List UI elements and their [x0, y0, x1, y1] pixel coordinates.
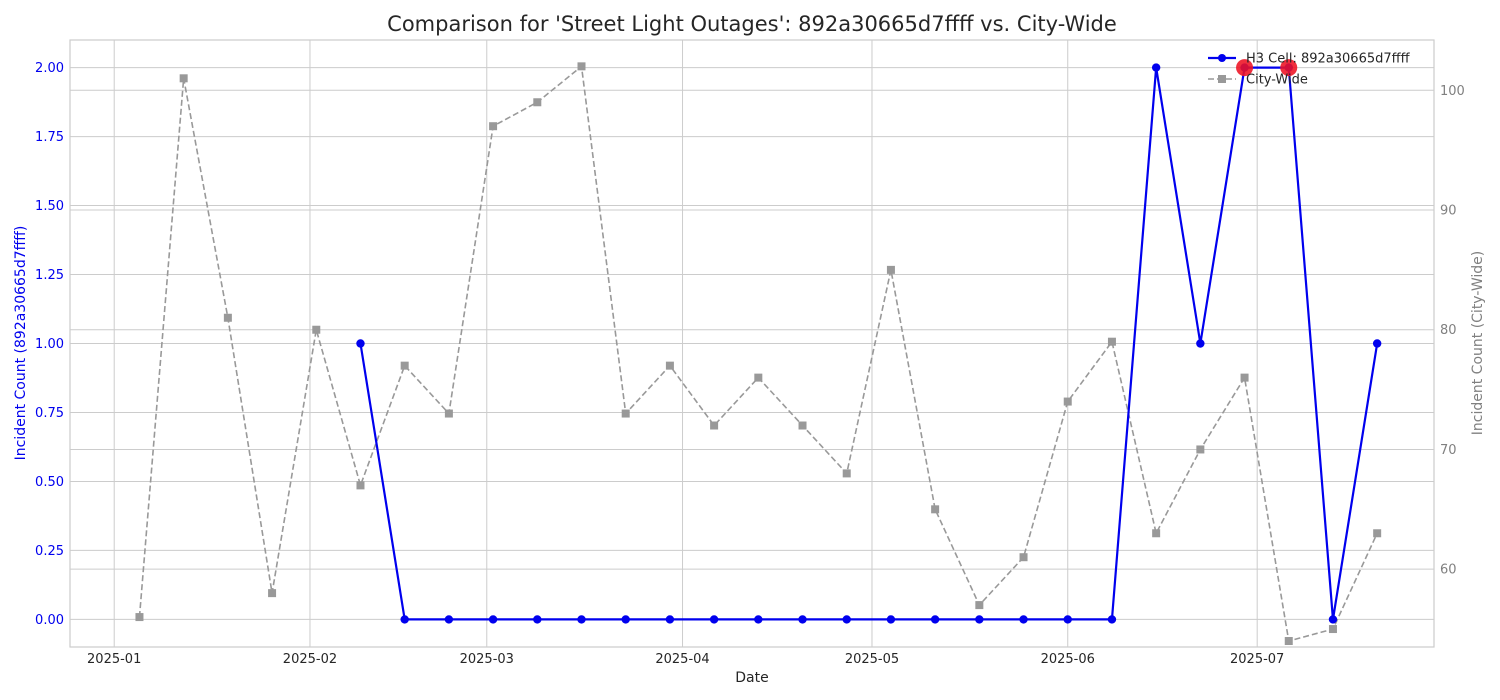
x-axis-label: Date [735, 670, 768, 686]
h3-cell-point [1328, 615, 1338, 624]
h3-cell-point [886, 615, 896, 624]
x-tick-label: 2025-01 [87, 652, 141, 667]
city-wide-point [533, 98, 542, 107]
city-wide-point [886, 265, 895, 274]
h3-cell-point [621, 615, 630, 624]
city-wide-point [621, 409, 630, 418]
city-wide-point [931, 505, 940, 514]
city-wide-point [798, 421, 807, 430]
y-right-tick-label: 60 [1440, 563, 1457, 578]
y-left-tick-label: 1.75 [35, 130, 64, 145]
chart-title: Comparison for 'Street Light Outages': 8… [387, 12, 1117, 36]
city-wide-point [1373, 529, 1382, 538]
city-wide-point [1063, 397, 1072, 406]
h3-cell-series-line [359, 66, 1379, 621]
highlighted-point [1236, 59, 1254, 77]
h3-cell-point [1107, 615, 1117, 624]
city-wide-point [1107, 337, 1116, 346]
city-wide-point [1328, 625, 1337, 634]
h3-cell-point [533, 615, 542, 624]
city-wide-point [975, 601, 984, 610]
grid-layer [70, 40, 1434, 647]
y-left-tick-label: 1.25 [35, 268, 64, 283]
y-right-axis-label: Incident Count (City-Wide) [1470, 251, 1486, 435]
city-wide-point [489, 122, 498, 131]
x-tick-label: 2025-05 [845, 652, 899, 667]
y-right-tick-label: 90 [1440, 204, 1457, 219]
city-wide-point [400, 361, 409, 370]
h3-cell-point [1196, 339, 1205, 348]
h3-cell-point [400, 615, 409, 624]
legend-swatch-city-marker [1218, 75, 1226, 83]
legend: H3 Cell: 892a30665d7ffff City-Wide [1208, 52, 1411, 88]
h3-cell-point [842, 615, 851, 624]
x-tick-labels: 2025-01 2025-02 2025-03 2025-04 2025-05 2025-… [87, 652, 1284, 667]
city-wide-point [135, 613, 144, 622]
series-layer [135, 59, 1382, 646]
h3-cell-point [798, 615, 807, 624]
y-left-tick-label: 1.50 [35, 199, 64, 214]
x-tick-label: 2025-02 [283, 652, 337, 667]
y-left-tick-label: 0.25 [35, 544, 64, 559]
city-wide-point [710, 421, 719, 430]
legend-label-city: City-Wide [1246, 73, 1308, 88]
h3-cell-point [488, 615, 498, 624]
h3-cell-point [665, 615, 675, 624]
city-wide-point [1196, 445, 1205, 454]
x-tick-label: 2025-03 [460, 652, 514, 667]
city-wide-point [1019, 553, 1028, 562]
city-wide-point [268, 589, 277, 598]
y-left-tick-label: 0.75 [35, 406, 64, 421]
x-tick-label: 2025-04 [655, 652, 709, 667]
y-left-tick-labels: 0.00 0.25 0.50 0.75 1.00 1.25 1.50 1.75 2.00 [35, 61, 64, 628]
y-left-tick-label: 2.00 [35, 61, 64, 76]
y-right-tick-label: 100 [1440, 84, 1465, 99]
h3-cell-point [1019, 615, 1028, 624]
y-right-tick-labels: 60 70 80 90 100 [1440, 84, 1465, 578]
legend-swatch-cell-marker [1218, 54, 1226, 62]
y-left-tick-label: 0.50 [35, 475, 64, 490]
city-wide-point [444, 409, 453, 418]
city-wide-point [665, 361, 674, 370]
x-tick-label: 2025-06 [1041, 652, 1095, 667]
y-right-tick-label: 70 [1440, 443, 1457, 458]
y-left-tick-label: 1.00 [35, 337, 64, 352]
highlighted-point [1280, 59, 1298, 77]
y-right-tick-label: 80 [1440, 323, 1457, 338]
plot-frame [69, 39, 1435, 648]
h3-cell-point [1151, 63, 1161, 72]
city-wide-point [1284, 637, 1293, 646]
h3-cell-point [975, 615, 984, 624]
city-wide-point [842, 469, 851, 478]
h3-cell-point [1063, 615, 1072, 624]
h3-cell-point [444, 615, 454, 624]
city-wide-point [1240, 373, 1249, 382]
city-wide-point [312, 325, 321, 334]
x-tick-label: 2025-07 [1230, 652, 1284, 667]
h3-cell-point [577, 615, 586, 624]
city-wide-point [223, 313, 232, 322]
city-wide-point [356, 481, 365, 490]
y-left-tick-label: 0.00 [35, 613, 64, 628]
legend-label-cell: H3 Cell: 892a30665d7ffff [1246, 52, 1411, 67]
city-wide-point [179, 74, 188, 83]
city-wide-point [1152, 529, 1161, 538]
y-left-axis-label: Incident Count (892a30665d7ffff) [13, 226, 29, 461]
h3-cell-point [930, 615, 940, 624]
city-wide-point [577, 62, 586, 71]
h3-cell-point [356, 339, 365, 348]
city-wide-point [754, 373, 763, 382]
h3-cell-point [709, 615, 719, 624]
h3-cell-point [1372, 339, 1382, 348]
h3-cell-point [754, 615, 763, 624]
